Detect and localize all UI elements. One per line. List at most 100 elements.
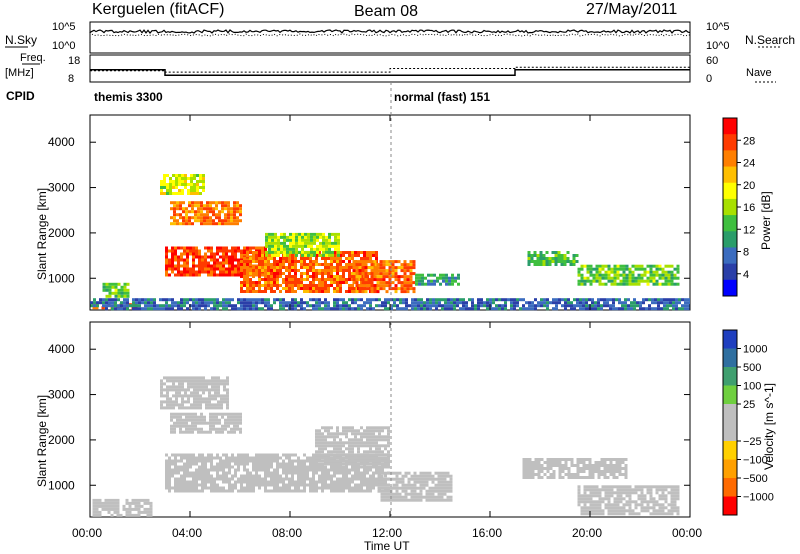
heatmap-cell — [220, 379, 223, 383]
heatmap-cell — [149, 504, 153, 508]
heatmap-cell — [660, 301, 663, 305]
heatmap-cell — [443, 483, 447, 487]
heatmap-cell — [204, 261, 207, 265]
heatmap-cell — [573, 298, 576, 302]
heatmap-cell — [607, 491, 611, 495]
heatmap-cell — [218, 427, 221, 431]
heatmap-cell — [657, 304, 660, 308]
heatmap-cell — [418, 273, 421, 277]
heatmap-cell — [561, 304, 564, 308]
heatmap-cell — [200, 204, 203, 208]
heatmap-cell — [182, 210, 185, 214]
heatmap-cell — [406, 281, 410, 285]
heatmap-cell — [604, 273, 608, 277]
heatmap-cell — [640, 494, 644, 498]
heatmap-cell — [667, 270, 671, 274]
nsky-label: N.Sky — [5, 33, 37, 47]
heatmap-cell — [566, 260, 570, 263]
heatmap-cell — [367, 260, 371, 264]
heatmap-cell — [536, 254, 540, 257]
heatmap-cell — [366, 486, 369, 490]
heatmap-cell — [306, 471, 309, 475]
heatmap-cell — [393, 298, 396, 302]
heatmap-cell — [196, 189, 199, 192]
heatmap-cell — [211, 397, 214, 401]
heatmap-cell — [322, 244, 325, 248]
heatmap-cell — [237, 456, 240, 460]
heatmap-cell — [522, 464, 526, 467]
heatmap-cell — [190, 403, 193, 407]
heatmap-cell — [591, 473, 595, 476]
heatmap-cell — [227, 204, 230, 208]
heatmap-cell — [661, 509, 665, 513]
heatmap-cell — [586, 494, 590, 498]
colorbar-swatch — [723, 166, 737, 184]
heatmap-cell — [625, 282, 629, 286]
heatmap-cell — [201, 270, 204, 274]
heatmap-cell — [306, 272, 309, 275]
heatmap-cell — [246, 307, 249, 311]
heatmap-cell — [675, 307, 678, 311]
heatmap-cell — [380, 477, 384, 481]
heatmap-cell — [224, 421, 227, 425]
heatmap-cell — [140, 498, 144, 502]
heatmap-cell — [208, 397, 211, 401]
heatmap-cell — [321, 263, 324, 266]
heatmap-cell — [387, 435, 390, 439]
power-y-label: Slant Range [km] — [35, 188, 49, 280]
heatmap-cell — [324, 453, 327, 457]
heatmap-cell — [610, 267, 614, 271]
heatmap-cell — [414, 298, 417, 302]
heatmap-cell — [375, 462, 378, 466]
heatmap-cell — [219, 486, 222, 490]
heatmap-cell — [111, 307, 114, 311]
heatmap-cell — [450, 307, 453, 311]
heatmap-cell — [375, 459, 378, 463]
heatmap-cell — [219, 264, 222, 268]
heatmap-cell — [376, 287, 380, 291]
heatmap-cell — [324, 462, 327, 466]
heatmap-cell — [210, 486, 213, 490]
heatmap-cell — [480, 304, 483, 308]
heatmap-cell — [297, 304, 300, 308]
heatmap-cell — [418, 276, 421, 280]
heatmap-cell — [303, 263, 306, 266]
heatmap-cell — [185, 427, 188, 431]
heatmap-cell — [546, 464, 550, 467]
heatmap-cell — [522, 307, 525, 311]
heatmap-cell — [185, 213, 188, 217]
heatmap-cell — [385, 290, 389, 294]
heatmap-cell — [173, 412, 176, 416]
heatmap-cell — [663, 307, 666, 311]
heatmap-cell — [307, 235, 310, 239]
heatmap-cell — [102, 285, 106, 289]
heatmap-cell — [610, 485, 614, 489]
heatmap-cell — [376, 290, 380, 294]
heatmap-cell — [178, 394, 181, 398]
heatmap-cell — [170, 412, 173, 416]
heatmap-cell — [277, 247, 280, 251]
heatmap-cell — [357, 456, 360, 460]
heatmap-cell — [216, 453, 219, 457]
heatmap-cell — [204, 465, 207, 469]
heatmap-cell — [140, 504, 144, 508]
nsearch-label: N.Search — [745, 33, 795, 47]
heatmap-cell — [252, 486, 255, 490]
heatmap-cell — [607, 270, 611, 274]
heatmap-cell — [619, 509, 623, 513]
heatmap-cell — [334, 244, 337, 248]
heatmap-cell — [591, 307, 594, 311]
heatmap-cell — [419, 471, 423, 475]
heatmap-cell — [90, 304, 93, 308]
heatmap-cell — [333, 278, 336, 281]
heatmap-cell — [419, 477, 423, 481]
heatmap-cell — [595, 270, 599, 274]
heatmap-cell — [270, 474, 273, 478]
heatmap-cell — [354, 429, 357, 433]
heatmap-cell — [425, 495, 429, 499]
heatmap-cell — [300, 266, 303, 269]
heatmap-cell — [321, 275, 324, 278]
heatmap-cell — [345, 477, 348, 481]
heatmap-cell — [222, 459, 225, 463]
heatmap-cell — [195, 474, 198, 478]
